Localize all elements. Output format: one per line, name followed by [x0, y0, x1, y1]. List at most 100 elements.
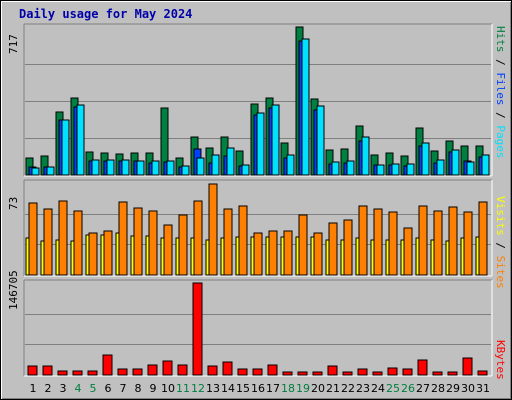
bar-kbytes-day-8: [132, 368, 143, 376]
legend-kbytes-text: KBytes: [494, 340, 507, 380]
bar-sites-day-13: [208, 183, 218, 276]
x-tick-label-day-1: 1: [30, 382, 37, 395]
bar-pages-day-30: [466, 161, 475, 176]
bar-kbytes-day-19: [297, 371, 308, 376]
bar-sites-day-1: [28, 202, 38, 276]
x-tick-label-day-12: 12: [191, 382, 205, 395]
bar-kbytes-day-1: [27, 365, 38, 376]
x-tick-label-day-4: 4: [75, 382, 82, 395]
plot-area: [24, 280, 492, 376]
bar-sites-day-18: [283, 230, 293, 276]
legend-item-kbytes: KBytes: [494, 340, 507, 380]
x-tick-label-day-11: 11: [176, 382, 190, 395]
bar-kbytes-day-27: [417, 359, 428, 376]
x-tick-label-day-17: 17: [266, 382, 280, 395]
x-tick-label-day-31: 31: [476, 382, 490, 395]
x-tick-label-day-15: 15: [236, 382, 250, 395]
legend-requests-text: Hits / Files / Pages: [494, 26, 507, 159]
bar-pages-day-24: [376, 164, 385, 176]
bar-pages-day-12: [196, 157, 205, 176]
x-tick-label-day-28: 28: [431, 382, 445, 395]
bar-pages-day-4: [76, 104, 85, 176]
y-max-label-text: 146705: [7, 270, 20, 310]
legend-item-files: Files: [494, 72, 507, 106]
bar-kbytes-day-31: [477, 370, 488, 376]
bar-kbytes-day-18: [282, 371, 293, 376]
bar-pages-day-1: [31, 167, 40, 176]
x-tick-label-day-22: 22: [341, 382, 355, 395]
x-tick-label-day-10: 10: [161, 382, 175, 395]
bar-pages-day-19: [301, 38, 310, 176]
x-tick-label-day-30: 30: [461, 382, 475, 395]
x-tick-label-day-8: 8: [135, 382, 142, 395]
bar-sites-day-14: [223, 208, 233, 276]
bar-kbytes-day-24: [372, 371, 383, 376]
bar-kbytes-day-23: [357, 368, 368, 376]
bar-sites-day-25: [388, 211, 398, 276]
bar-pages-day-8: [136, 160, 145, 176]
bar-kbytes-day-22: [342, 371, 353, 376]
x-tick-label-day-20: 20: [311, 382, 325, 395]
x-tick-label-day-14: 14: [221, 382, 235, 395]
bar-pages-day-5: [91, 159, 100, 176]
bar-kbytes-day-7: [117, 368, 128, 376]
bar-pages-day-14: [226, 147, 235, 176]
bar-pages-day-9: [151, 160, 160, 176]
x-tick-label-day-16: 16: [251, 382, 265, 395]
y-max-label-text: 73: [7, 196, 20, 210]
bar-pages-day-2: [46, 166, 55, 176]
legend-separator: /: [494, 52, 507, 73]
bar-pages-day-6: [106, 159, 115, 176]
bar-pages-day-28: [436, 159, 445, 176]
bar-sites-day-23: [358, 205, 368, 276]
bar-kbytes-day-21: [327, 365, 338, 376]
x-tick-label-day-7: 7: [120, 382, 127, 395]
bar-pages-day-16: [256, 112, 265, 176]
legend-separator: /: [494, 235, 507, 256]
x-tick-label-day-13: 13: [206, 382, 220, 395]
chart-title: Daily usage for May 2024: [19, 7, 193, 21]
bar-kbytes-day-29: [447, 371, 458, 376]
bar-sites-day-24: [373, 208, 383, 276]
bar-sites-day-12: [193, 200, 203, 276]
bar-pages-day-18: [286, 154, 295, 176]
bar-kbytes-day-25: [387, 367, 398, 376]
y-max-label-text: 717: [7, 34, 20, 54]
x-tick-label-day-29: 29: [446, 382, 460, 395]
bar-pages-day-17: [271, 104, 280, 176]
legend-separator: /: [494, 105, 507, 126]
bar-pages-day-15: [241, 164, 250, 176]
bar-pages-day-7: [121, 159, 130, 176]
bar-kbytes-day-30: [462, 357, 473, 376]
x-tick-label-day-23: 23: [356, 382, 370, 395]
bar-sites-day-16: [253, 232, 263, 276]
bar-kbytes-day-28: [432, 371, 443, 376]
bar-sites-day-10: [163, 224, 173, 276]
bar-pages-day-22: [346, 160, 355, 176]
bar-kbytes-day-4: [72, 370, 83, 376]
bar-kbytes-day-20: [312, 371, 323, 376]
bar-sites-day-15: [238, 205, 248, 276]
x-tick-label-day-26: 26: [401, 382, 415, 395]
bar-kbytes-day-12: [192, 282, 203, 376]
x-tick-label-day-18: 18: [281, 382, 295, 395]
bar-pages-day-21: [331, 161, 340, 176]
bar-sites-day-6: [103, 230, 113, 276]
x-tick-label-day-5: 5: [90, 382, 97, 395]
bar-pages-day-23: [361, 136, 370, 176]
x-tick-label-day-25: 25: [386, 382, 400, 395]
bar-kbytes-day-2: [42, 365, 53, 376]
bar-sites-day-26: [403, 227, 413, 276]
bar-pages-day-29: [451, 149, 460, 176]
bar-sites-day-8: [133, 207, 143, 276]
bar-pages-day-20: [316, 105, 325, 176]
bar-sites-day-4: [73, 210, 83, 276]
legend-item-visits: Visits: [494, 196, 507, 236]
bar-sites-day-5: [88, 232, 98, 276]
legend-visitors-text: Visits / Sites: [494, 196, 507, 289]
x-tick-label-day-19: 19: [296, 382, 310, 395]
bar-kbytes-day-16: [252, 368, 263, 376]
bar-sites-day-27: [418, 205, 428, 276]
bar-pages-day-3: [61, 119, 70, 176]
legend-item-sites: Sites: [494, 255, 507, 289]
